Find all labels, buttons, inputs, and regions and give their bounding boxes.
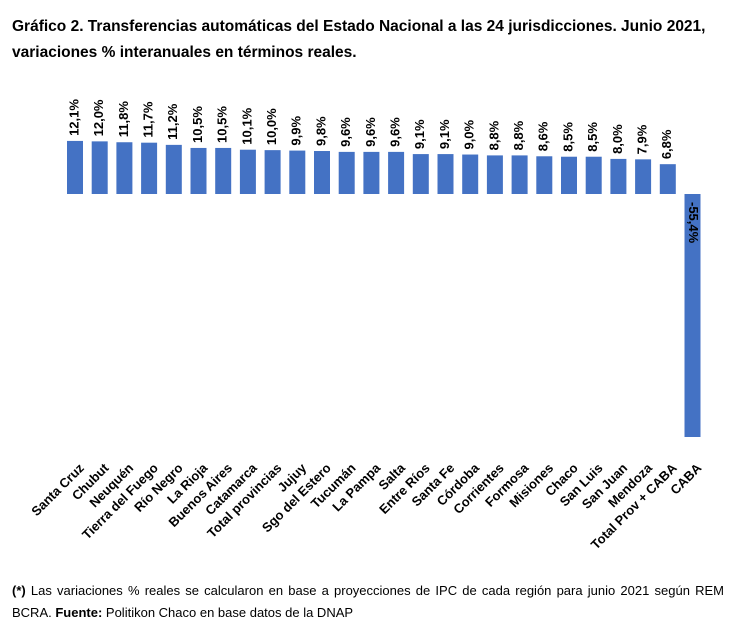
value-label-buenos-aires: 10,5% <box>215 106 230 143</box>
value-label-cordoba: 9,0% <box>462 119 477 149</box>
bar-salta <box>388 151 405 194</box>
value-label-mendoza: 7,9% <box>635 124 650 154</box>
value-label-chaco: 8,5% <box>560 122 575 152</box>
value-label-misiones: 8,6% <box>536 121 551 151</box>
bar-tucuman <box>338 151 355 194</box>
value-label-rio-negro: 11,2% <box>165 103 180 140</box>
value-label-santa-fe: 9,1% <box>437 119 452 149</box>
value-label-catamarca: 10,1% <box>239 107 254 144</box>
value-label-tucuman: 9,6% <box>338 117 353 147</box>
bar-sgo-del-estero <box>314 151 330 194</box>
chart-title-line1: Gráfico 2. Transferencias automáticas de… <box>12 18 706 35</box>
value-label-san-luis: 8,5% <box>585 122 600 152</box>
bar-mendoza <box>635 159 652 194</box>
value-label-chubut: 12,0% <box>91 99 106 136</box>
value-label-santa-cruz: 12,1% <box>66 99 81 136</box>
value-label-san-juan: 8,0% <box>610 124 625 154</box>
bar-corrientes <box>486 155 503 194</box>
bar-jujuy <box>289 150 306 194</box>
value-label-formosa: 8,8% <box>511 120 526 150</box>
bar-cordoba <box>462 154 479 194</box>
value-label-tierra-del-fuego: 11,7% <box>141 101 156 138</box>
value-label-neuquen: 11,8% <box>116 101 131 138</box>
footnote-mark: (*) <box>12 583 26 598</box>
bar-total-provincias <box>264 150 281 194</box>
bar-entre-rios <box>412 154 429 194</box>
bar-chubut <box>91 141 108 194</box>
value-label-caba: -55,4% <box>686 202 701 244</box>
value-label-la-pampa: 9,6% <box>363 117 378 147</box>
bar-tierra-del-fuego <box>141 142 158 194</box>
value-label-corrientes: 8,8% <box>486 120 501 150</box>
bar-santa-cruz <box>67 140 83 194</box>
footnote: (*) Las variaciones % reales se calcular… <box>12 580 724 624</box>
value-label-salta: 9,6% <box>388 117 403 147</box>
value-label-la-rioja: 10,5% <box>190 106 205 143</box>
bar-neuquen <box>116 142 133 194</box>
bar-caba <box>684 194 701 437</box>
value-label-total-provincias: 10,0% <box>264 108 279 145</box>
footnote-text: Las variaciones % reales se calcularon e… <box>12 583 724 620</box>
bar-formosa <box>511 155 528 194</box>
bar-misiones <box>536 156 553 194</box>
chart-title-line2: variaciones % interanuales en términos r… <box>12 44 357 61</box>
source-label: Fuente: <box>55 605 103 620</box>
bar-chart: 12,1%Santa Cruz12,0%Chubut11,8%Neuquén11… <box>28 99 705 553</box>
bar-rio-negro <box>165 144 182 194</box>
bar-chaco <box>561 156 577 194</box>
bar-catamarca <box>239 149 256 194</box>
value-label-total-prov-caba: 6,8% <box>659 129 674 159</box>
bar-la-rioja <box>190 147 207 194</box>
bar-san-luis <box>585 156 602 194</box>
source-text: Politikon Chaco en base datos de la DNAP <box>102 605 354 620</box>
value-label-jujuy: 9,9% <box>289 116 304 146</box>
value-label-sgo-del-estero: 9,8% <box>313 116 328 146</box>
value-label-entre-rios: 9,1% <box>412 119 427 149</box>
bar-la-pampa <box>363 151 380 194</box>
bar-buenos-aires <box>215 147 232 194</box>
bar-total-prov-caba <box>659 164 676 194</box>
bar-san-juan <box>610 158 627 194</box>
bar-santa-fe <box>437 154 454 194</box>
chart-title: Gráfico 2. Transferencias automáticas de… <box>12 14 724 66</box>
